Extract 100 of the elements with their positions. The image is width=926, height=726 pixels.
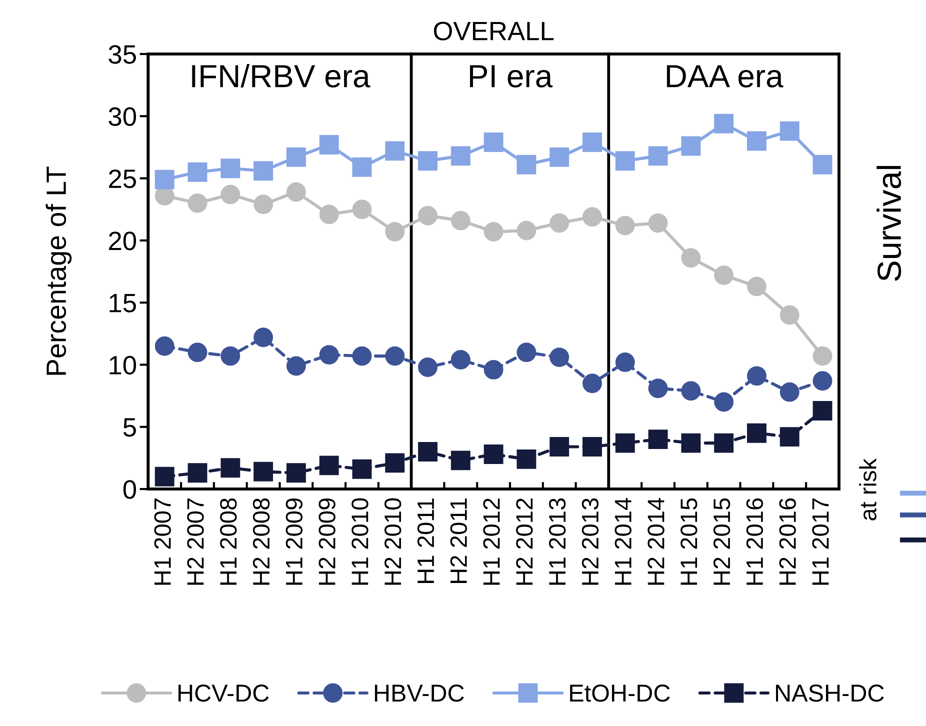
point [385, 141, 405, 161]
point [746, 276, 766, 296]
x-tick-label: H1 2014 [614, 498, 632, 585]
x-tick-label: H1 2010 [352, 498, 368, 585]
point [484, 444, 504, 464]
point [188, 342, 208, 362]
point [220, 158, 240, 178]
point [154, 466, 174, 486]
x-tick-label: H2 2007 [187, 498, 204, 585]
x-tick-label: H1 2012 [483, 498, 500, 585]
point [385, 346, 405, 366]
point [286, 147, 306, 167]
point [582, 374, 602, 394]
point [418, 358, 438, 377]
point [385, 453, 405, 473]
legend-label: HCV-DC [178, 684, 269, 702]
point [516, 220, 536, 240]
y-tick-label: 10 [110, 356, 136, 375]
point [484, 132, 504, 152]
x-tick-label: H1 2016 [746, 498, 764, 585]
point [516, 449, 536, 469]
y-tick-label: 5 [123, 418, 136, 437]
point [418, 442, 438, 462]
point [220, 346, 240, 366]
point [516, 342, 536, 362]
x-tick-label: H1 2017 [812, 498, 829, 585]
point [812, 371, 832, 391]
point [780, 305, 800, 325]
point [714, 392, 734, 412]
x-tick-label: H2 2008 [252, 498, 270, 585]
x-tick-label: H2 2016 [779, 498, 796, 585]
point [812, 154, 832, 174]
point [746, 366, 766, 386]
x-tick-label: H2 2009 [318, 498, 336, 585]
point [286, 182, 306, 202]
point [188, 162, 208, 182]
x-tick-label: H1 2007 [154, 498, 171, 585]
point [319, 135, 339, 154]
point [615, 151, 635, 171]
point [780, 382, 800, 402]
band-label: PI era [470, 65, 553, 88]
point [352, 200, 372, 220]
point [352, 346, 372, 366]
point [550, 213, 570, 233]
point [154, 336, 174, 356]
point [550, 147, 570, 167]
point [220, 184, 240, 204]
x-tick-label: H2 2012 [516, 498, 533, 585]
point [550, 348, 570, 368]
point [714, 433, 734, 453]
point [254, 328, 274, 348]
point [385, 222, 405, 242]
point [582, 207, 602, 227]
x-tick-label: H1 2011 [417, 498, 434, 583]
point [450, 210, 470, 230]
band-label: DAA era [666, 65, 784, 88]
text: at risk [859, 458, 876, 520]
point [418, 151, 438, 171]
point [681, 136, 701, 156]
x-tick-label: H1 2009 [286, 498, 303, 585]
point [319, 345, 339, 365]
y-tick-label: 20 [109, 232, 136, 250]
y-tick-label: 35 [108, 45, 136, 64]
point [582, 437, 602, 456]
point [648, 378, 668, 398]
point [780, 121, 800, 141]
point [681, 433, 701, 453]
point [550, 437, 570, 456]
x-tick-label: H2 2015 [713, 498, 730, 585]
point [450, 146, 470, 166]
point [450, 350, 470, 370]
y-tick-label: 15 [110, 294, 136, 312]
x-tick-label: H1 2015 [680, 498, 698, 585]
point [615, 216, 635, 236]
legend-label: NASH-DC [776, 684, 884, 702]
point [615, 433, 635, 453]
point [188, 193, 208, 213]
point [154, 170, 174, 190]
point [746, 423, 766, 443]
x-tick-label: H1 2013 [548, 498, 566, 585]
point [648, 213, 668, 233]
point [615, 352, 635, 372]
band-label: IFN/RBV era [192, 64, 370, 88]
point [254, 161, 274, 181]
point [648, 146, 668, 166]
point [450, 450, 470, 470]
point [286, 463, 306, 483]
x-tick-label: H2 2010 [384, 498, 402, 585]
y-tick-label: 0 [123, 480, 136, 499]
x-tick-label: H2 2011 [450, 498, 467, 583]
point [714, 266, 734, 285]
point [780, 427, 800, 447]
point [352, 157, 372, 177]
y-tick-label: 25 [109, 169, 136, 188]
point [484, 222, 504, 242]
text: Survival [876, 166, 902, 281]
legend-label: HBV-DC [374, 684, 464, 702]
point [746, 131, 766, 151]
point [516, 154, 536, 174]
point [681, 381, 701, 401]
